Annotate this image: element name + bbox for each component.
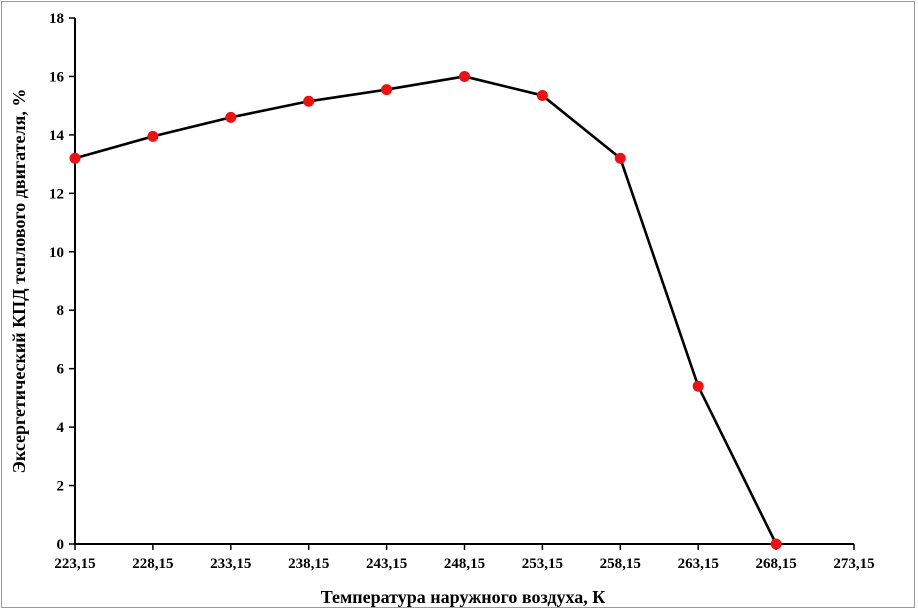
data-point — [770, 538, 782, 550]
x-tick-label: 243,15 — [366, 556, 407, 572]
x-axis-ticks: 223,15 228,15 233,15 238,15 243,15 248,15 253,… — [54, 544, 875, 572]
data-point — [225, 111, 237, 123]
x-tick-label: 268,15 — [755, 556, 796, 572]
y-axis-title: Эксергетический КПД теплового двигателя,… — [9, 89, 29, 474]
y-tick-label: 10 — [49, 245, 64, 261]
y-tick-label: 14 — [49, 128, 65, 144]
x-tick-label: 263,15 — [678, 556, 719, 572]
y-tick-label: 6 — [57, 362, 65, 378]
y-tick-label: 8 — [57, 303, 65, 319]
data-point — [147, 130, 159, 142]
x-tick-label: 223,15 — [54, 556, 95, 572]
y-tick-label: 16 — [49, 69, 65, 85]
x-tick-label: 273,15 — [833, 556, 874, 572]
data-point — [381, 84, 393, 96]
data-point — [69, 152, 81, 164]
x-tick-label: 238,15 — [288, 556, 329, 572]
x-tick-label: 258,15 — [600, 556, 641, 572]
y-tick-label: 4 — [57, 420, 65, 436]
x-tick-label: 233,15 — [210, 556, 251, 572]
y-tick-label: 0 — [57, 537, 65, 553]
series-group — [69, 70, 782, 550]
y-tick-label: 18 — [49, 11, 64, 27]
data-point — [536, 89, 548, 101]
series-line — [74, 75, 778, 545]
data-point — [614, 152, 626, 164]
x-tick-label: 228,15 — [132, 556, 173, 572]
data-point — [303, 95, 315, 107]
x-tick-label: 253,15 — [522, 556, 563, 572]
y-tick-label: 12 — [49, 186, 64, 202]
y-axis-ticks: 0 2 4 6 8 10 12 14 16 18 — [49, 11, 75, 553]
data-point — [459, 70, 470, 82]
y-tick-label: 2 — [57, 479, 65, 495]
data-point — [692, 380, 704, 392]
x-tick-label: 248,15 — [444, 556, 485, 572]
x-axis-title: Температура наружного воздуха, К — [321, 587, 606, 607]
